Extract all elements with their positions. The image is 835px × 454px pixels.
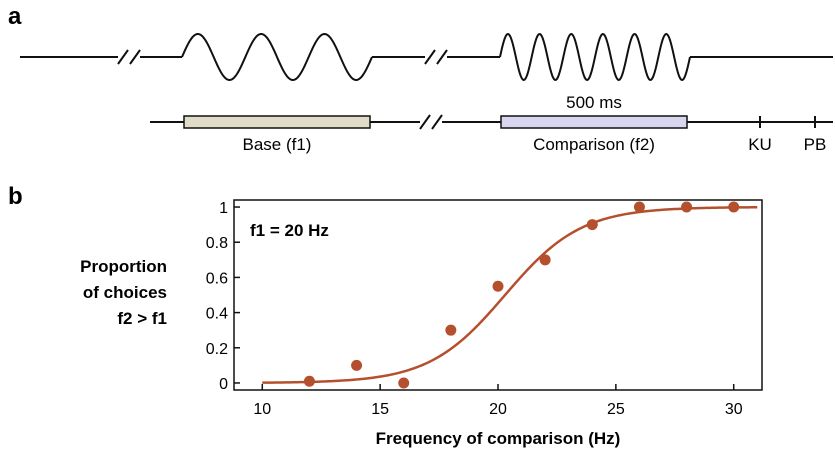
data-point [303, 375, 315, 387]
data-point [586, 219, 598, 231]
timeline-break [419, 114, 443, 130]
stimulus-trace [20, 32, 833, 82]
data-points [303, 201, 740, 389]
x-tick-label: 20 [489, 401, 507, 418]
data-point [633, 201, 645, 213]
f1-annotation: f1 = 20 Hz [250, 221, 329, 240]
y-tick-label: 0.6 [206, 270, 228, 287]
x-tick-label: 25 [607, 401, 625, 418]
base-label: Base (f1) [243, 135, 312, 154]
data-point [398, 377, 410, 389]
ylabel-line-3: f2 > f1 [117, 309, 167, 328]
data-point [728, 201, 740, 213]
comparison-waveform [499, 32, 691, 82]
comparison-label: Comparison (f2) [533, 135, 655, 154]
y-tick-label: 0.2 [206, 341, 228, 358]
comparison-stimulus-bar [500, 115, 688, 129]
y-tick-label: 1 [219, 200, 228, 217]
fit-curve [262, 206, 758, 384]
x-tick-label: 10 [253, 401, 271, 418]
panel-a-label: a [8, 3, 22, 30]
panel-b-label: b [8, 183, 23, 210]
y-axis-title: Proportion of choices f2 > f1 [80, 257, 167, 328]
break-mark [117, 49, 141, 65]
base-waveform [181, 32, 373, 82]
data-point [681, 201, 693, 213]
data-point [351, 359, 363, 371]
data-point [492, 280, 504, 292]
x-axis-title: Frequency of comparison (Hz) [376, 429, 621, 448]
y-tick-label: 0 [219, 376, 228, 393]
data-point [445, 324, 457, 336]
data-point [539, 254, 551, 266]
y-axis: 0 0.2 0.4 0.6 0.8 1 [206, 200, 240, 393]
timeline: 500 ms Base (f1) Comparison (f2) KU PB [150, 93, 833, 154]
base-stimulus-bar [183, 115, 371, 129]
ylabel-line-2: of choices [83, 283, 167, 302]
break-mark-2 [424, 49, 448, 65]
y-tick-label: 0.4 [206, 306, 228, 323]
y-tick-label: 0.8 [206, 235, 228, 252]
duration-label: 500 ms [566, 93, 622, 112]
ylabel-line-1: Proportion [80, 257, 167, 276]
x-tick-label: 15 [371, 401, 389, 418]
ku-label: KU [748, 135, 772, 154]
x-tick-label: 30 [725, 401, 743, 418]
pb-label: PB [804, 135, 827, 154]
x-axis: 10 15 20 25 30 [253, 384, 743, 418]
